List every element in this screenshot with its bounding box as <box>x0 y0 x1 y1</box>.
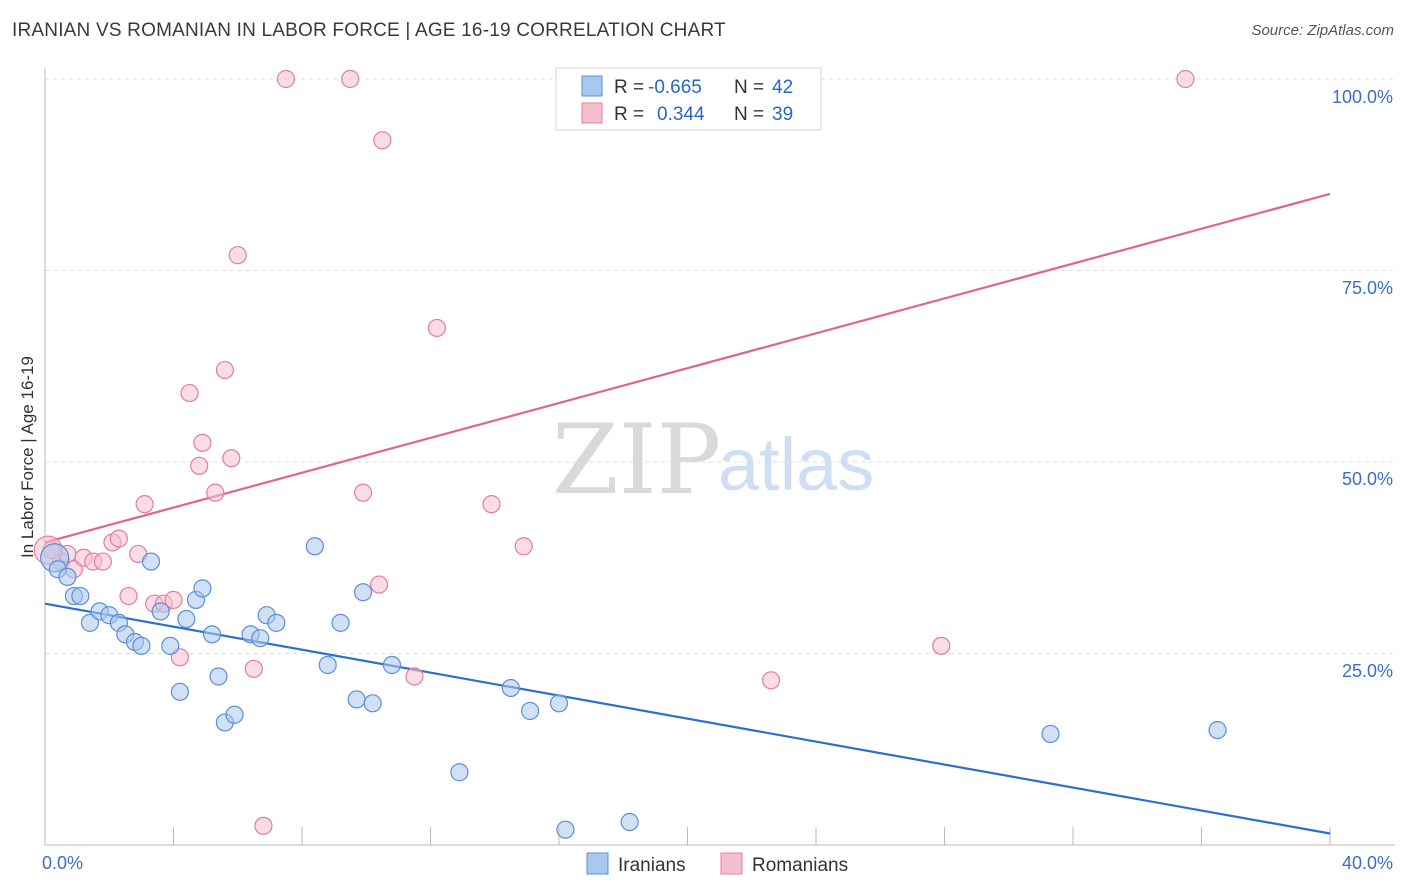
point-iranians <box>363 694 382 713</box>
point-romanians <box>228 246 247 265</box>
y-tick-labels: 100.0% 75.0% 50.0% 25.0% <box>1332 87 1393 681</box>
point-romanians <box>373 131 392 150</box>
point-romanians <box>206 483 225 502</box>
grid-layer <box>45 78 1395 654</box>
point-iranians <box>141 552 161 571</box>
y-axis-title: In Labor Force | Age 16-19 <box>18 356 37 558</box>
chart-title: IRANIAN VS ROMANIAN IN LABOR FORCE | AGE… <box>12 20 726 41</box>
point-romanians <box>109 529 128 548</box>
point-iranians <box>177 609 196 629</box>
point-iranians <box>549 694 569 713</box>
point-romanians <box>135 495 154 514</box>
point-iranians <box>501 678 520 698</box>
point-romanians <box>254 816 273 835</box>
x-tick-label-min: 0.0% <box>42 853 83 873</box>
point-romanians <box>514 537 533 556</box>
bottom-legend-swatch-iranians <box>586 852 609 875</box>
point-iranians <box>353 583 373 602</box>
point-iranians <box>132 636 151 655</box>
point-romanians <box>932 636 951 655</box>
point-romanians <box>164 590 183 609</box>
point-iranians <box>556 820 575 839</box>
y-tick-label: 100.0% <box>1332 87 1393 107</box>
legend-n-value: 39 <box>772 104 793 125</box>
point-iranians <box>209 667 228 686</box>
point-iranians <box>202 625 222 644</box>
point-romanians <box>93 552 112 571</box>
legend-r-value: -0.665 <box>648 77 702 98</box>
point-romanians <box>222 449 241 468</box>
trend-line-romanians <box>44 192 1331 544</box>
point-romanians <box>119 586 138 606</box>
bottom-legend-swatch-romanians <box>720 852 743 875</box>
legend-swatch-romanians <box>581 102 603 124</box>
point-romanians <box>482 495 501 514</box>
point-iranians <box>620 812 639 832</box>
correlation-legend: R = -0.665 N = 42 R = 0.344 N = 39 <box>555 67 822 131</box>
point-iranians <box>193 579 212 598</box>
point-iranians <box>520 701 540 721</box>
point-romanians <box>761 671 781 690</box>
legend-r-label: R = <box>614 104 644 125</box>
point-romanians <box>190 456 209 475</box>
x-tick-label-max: 40.0% <box>1342 853 1393 873</box>
point-romanians <box>341 69 360 89</box>
x-axis-ticks <box>173 827 1331 845</box>
point-iranians <box>71 586 90 606</box>
watermark-atlas: atlas <box>718 423 874 506</box>
point-romanians <box>193 433 212 452</box>
point-iranians <box>331 613 350 632</box>
point-romanians <box>427 318 447 338</box>
point-iranians <box>450 763 469 782</box>
point-iranians <box>318 655 337 675</box>
point-iranians <box>170 682 190 701</box>
point-iranians <box>347 690 366 709</box>
point-iranians <box>1208 720 1227 740</box>
y-tick-label: 50.0% <box>1342 469 1393 489</box>
legend-r-value: 0.344 <box>657 104 705 125</box>
point-romanians <box>1176 69 1195 89</box>
point-iranians <box>1041 724 1060 744</box>
point-iranians <box>58 567 77 587</box>
bottom-legend: Iranians Romanians <box>586 852 848 876</box>
bottom-legend-label-romanians: Romanians <box>752 855 848 876</box>
point-romanians <box>244 659 263 678</box>
point-romanians <box>276 69 296 89</box>
legend-swatch-iranians <box>581 75 603 97</box>
point-iranians <box>161 636 180 655</box>
point-romanians <box>353 483 373 502</box>
watermark-zip: ZIP <box>552 404 721 516</box>
point-romanians <box>370 575 389 594</box>
point-romanians <box>215 360 234 380</box>
legend-n-value: 42 <box>772 77 793 98</box>
legend-n-label: N = <box>734 77 764 98</box>
point-iranians <box>225 705 244 724</box>
point-iranians <box>251 629 270 648</box>
point-iranians <box>305 537 324 556</box>
point-iranians <box>267 613 286 632</box>
point-iranians <box>382 655 402 675</box>
point-romanians <box>405 667 424 686</box>
point-romanians <box>180 383 199 403</box>
legend-r-label: R = <box>614 77 644 98</box>
point-iranians <box>151 602 170 621</box>
legend-n-label: N = <box>734 104 764 125</box>
bottom-legend-label-iranians: Iranians <box>618 855 686 876</box>
y-tick-label: 25.0% <box>1342 661 1393 681</box>
chart-source: Source: ZipAtlas.com <box>1251 22 1394 39</box>
y-tick-label: 75.0% <box>1342 278 1393 298</box>
